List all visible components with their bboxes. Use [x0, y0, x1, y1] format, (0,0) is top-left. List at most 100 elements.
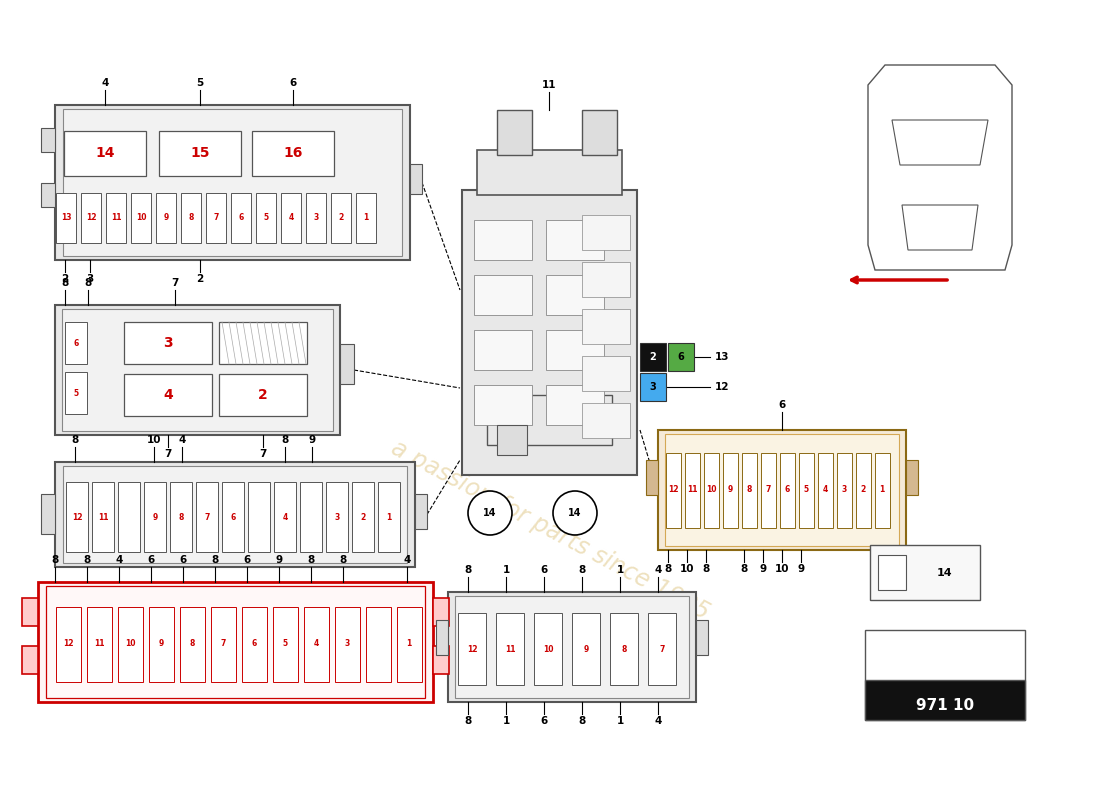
Text: 8: 8: [579, 716, 585, 726]
Bar: [118, 606, 143, 682]
Bar: [65, 372, 87, 414]
Text: 4: 4: [178, 435, 186, 445]
Bar: [56, 193, 76, 243]
Bar: [170, 482, 192, 552]
Text: 4: 4: [654, 716, 662, 726]
Bar: [878, 555, 906, 590]
Text: 10: 10: [774, 564, 790, 574]
Text: 7: 7: [205, 513, 210, 522]
Bar: [448, 592, 696, 702]
Bar: [41, 183, 55, 207]
Text: 6: 6: [540, 716, 548, 726]
Text: 9: 9: [308, 435, 316, 445]
Bar: [63, 109, 402, 256]
Text: 1: 1: [363, 214, 368, 222]
Text: 1: 1: [406, 639, 411, 649]
Text: 2: 2: [860, 486, 866, 494]
Text: 11: 11: [505, 645, 515, 654]
Bar: [433, 646, 449, 674]
Text: 5: 5: [197, 78, 204, 88]
Bar: [55, 305, 340, 435]
Text: 9: 9: [727, 486, 733, 494]
Text: 12: 12: [63, 639, 74, 649]
Text: 8: 8: [188, 214, 194, 222]
Bar: [582, 403, 630, 438]
Bar: [55, 606, 80, 682]
Bar: [760, 453, 775, 527]
Bar: [22, 646, 38, 674]
Text: 4: 4: [823, 486, 827, 494]
Bar: [666, 434, 899, 546]
Bar: [306, 193, 326, 243]
Bar: [46, 586, 425, 698]
Text: 15: 15: [190, 146, 210, 160]
Bar: [474, 275, 532, 315]
Text: 2: 2: [62, 274, 68, 284]
Text: 971 10: 971 10: [916, 698, 975, 713]
Bar: [196, 482, 218, 552]
Bar: [410, 164, 422, 194]
Bar: [666, 453, 681, 527]
Text: 6: 6: [74, 338, 78, 347]
Bar: [474, 220, 532, 260]
Bar: [496, 613, 524, 685]
Bar: [304, 606, 329, 682]
Bar: [160, 130, 241, 175]
Bar: [668, 343, 694, 371]
Text: 6: 6: [243, 555, 251, 565]
Bar: [646, 460, 658, 495]
Circle shape: [468, 491, 512, 535]
Text: 13: 13: [60, 214, 72, 222]
Text: 12: 12: [668, 486, 679, 494]
Bar: [474, 385, 532, 425]
Text: 8: 8: [84, 555, 90, 565]
Bar: [22, 598, 38, 626]
Text: 10: 10: [706, 486, 716, 494]
Text: 3: 3: [650, 382, 657, 392]
Text: 8: 8: [52, 555, 58, 565]
Bar: [331, 193, 351, 243]
Bar: [396, 606, 421, 682]
Text: 1: 1: [616, 716, 624, 726]
Text: 5: 5: [74, 389, 78, 398]
Bar: [582, 110, 617, 155]
Bar: [273, 606, 297, 682]
Text: 14: 14: [483, 508, 497, 518]
Bar: [55, 105, 410, 260]
Bar: [546, 330, 604, 370]
Bar: [365, 606, 390, 682]
Bar: [415, 494, 427, 529]
Text: 7: 7: [260, 449, 266, 459]
Text: 8: 8: [307, 555, 315, 565]
Text: 1: 1: [386, 513, 392, 522]
Bar: [124, 374, 212, 416]
Bar: [582, 309, 630, 344]
Bar: [356, 193, 376, 243]
Bar: [41, 494, 55, 534]
Text: 2: 2: [650, 352, 657, 362]
Bar: [352, 482, 374, 552]
Text: 9: 9: [583, 645, 588, 654]
Bar: [179, 606, 205, 682]
Bar: [124, 322, 212, 364]
Text: 7: 7: [766, 486, 771, 494]
Text: 14: 14: [937, 568, 953, 578]
Bar: [55, 462, 415, 567]
Bar: [182, 193, 201, 243]
Bar: [658, 430, 906, 550]
Bar: [874, 453, 890, 527]
Text: 8: 8: [464, 716, 472, 726]
Bar: [704, 453, 718, 527]
Bar: [582, 262, 630, 297]
Bar: [723, 453, 737, 527]
Bar: [856, 453, 870, 527]
Bar: [378, 482, 400, 552]
Bar: [546, 275, 604, 315]
Bar: [436, 619, 448, 654]
Text: 8: 8: [579, 565, 585, 575]
Text: 1: 1: [879, 486, 884, 494]
Text: 3: 3: [163, 336, 173, 350]
Text: 8: 8: [703, 564, 710, 574]
Text: 16: 16: [284, 146, 302, 160]
Text: 10: 10: [680, 564, 694, 574]
